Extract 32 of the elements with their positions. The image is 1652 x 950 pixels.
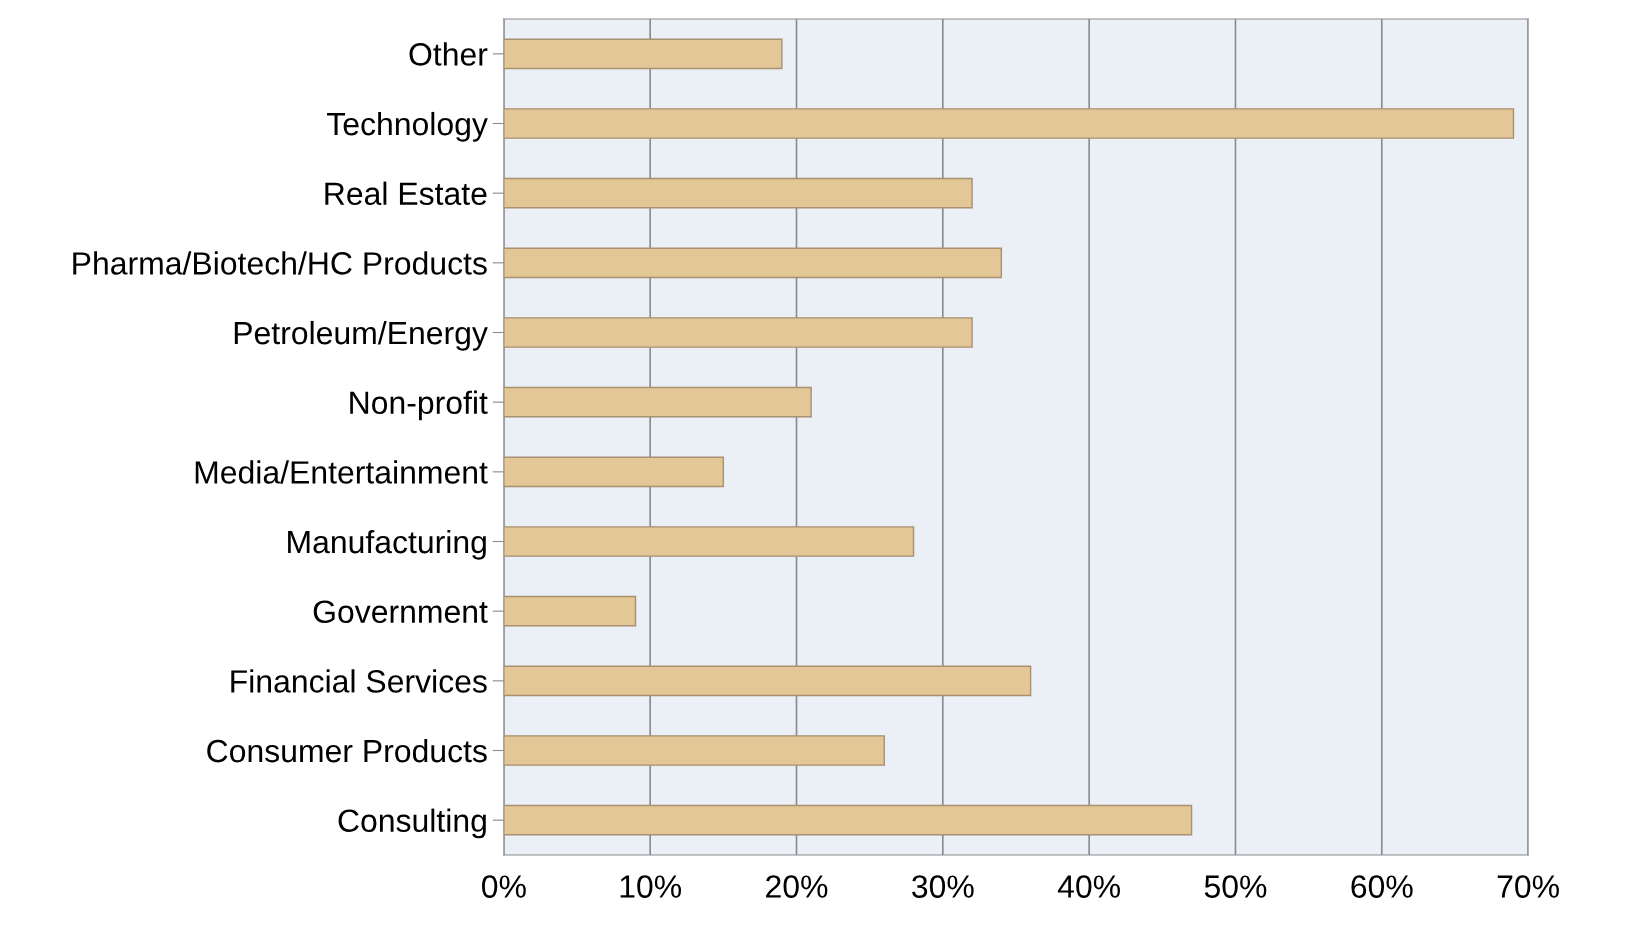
x-tick-label: 0%: [482, 875, 526, 898]
x-tick-label: 30%: [912, 875, 974, 898]
y-tick-label: Government: [313, 600, 488, 624]
y-tick-label: Media/Entertainment: [195, 460, 488, 484]
bar: [503, 595, 637, 627]
y-tick-label: Other: [409, 42, 488, 66]
y-tick-label: Real Estate: [325, 181, 487, 206]
y-tick-label: Financial Services: [231, 669, 487, 693]
bar: [503, 386, 812, 418]
x-tick-label: 50%: [1204, 875, 1267, 898]
bar: [503, 177, 973, 209]
y-tick-label: Manufacturing: [288, 529, 486, 560]
x-tick-label: 20%: [766, 875, 828, 898]
y-tick-label: Technology: [327, 111, 488, 142]
y-tick-label: Non-profit: [350, 390, 488, 421]
bar: [503, 526, 915, 557]
bar: [503, 456, 725, 488]
bar: [503, 804, 1193, 836]
x-tick-label: 10%: [620, 875, 682, 898]
y-tick-label: Pharma/Biotech/HC Products: [73, 251, 487, 275]
x-tick-label: 60%: [1351, 875, 1413, 898]
y-tick-label: Petroleum/Energy: [234, 320, 488, 351]
bar: [503, 38, 783, 70]
bar: [503, 317, 973, 348]
bar: [503, 247, 1003, 279]
y-tick-label: Consulting: [338, 808, 486, 839]
bar: [503, 735, 885, 766]
x-tick-label: 40%: [1057, 875, 1120, 898]
x-tick-label: 70%: [1497, 875, 1559, 898]
bar: [503, 665, 1032, 697]
bar: [503, 108, 1515, 139]
y-tick-label: Consumer Products: [207, 738, 487, 763]
